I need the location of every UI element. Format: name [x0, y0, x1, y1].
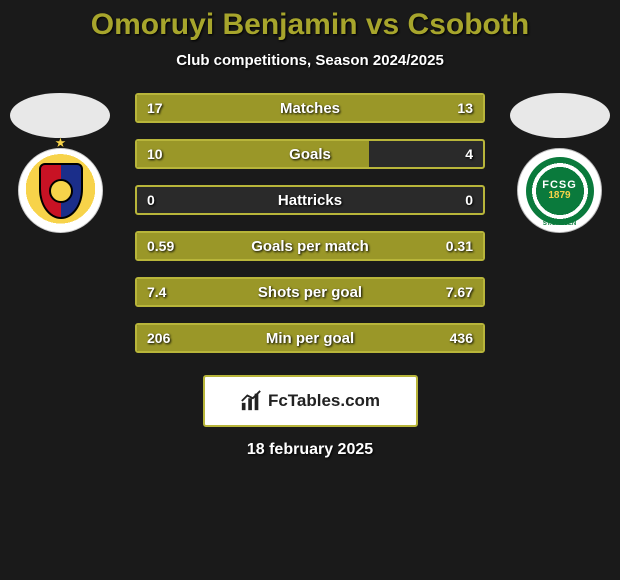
stat-row: 206436Min per goal — [135, 323, 485, 353]
stat-label: Hattricks — [137, 187, 483, 213]
player-photo-left — [10, 93, 110, 138]
star-icon: ★ — [55, 135, 67, 151]
stat-label: Goals per match — [137, 233, 483, 259]
page-title: Omoruyi Benjamin vs Csoboth — [0, 8, 620, 42]
stats-block: ★ FCSG 1879 1713Matches 104Goals 00Hattric… — [0, 93, 620, 353]
date-text: 18 february 2025 — [0, 441, 620, 459]
brand-text: FcTables.com — [268, 391, 380, 411]
stat-label: Min per goal — [137, 325, 483, 351]
team-badge-right: FCSG 1879 — [517, 148, 602, 233]
subtitle: Club competitions, Season 2024/2025 — [0, 52, 620, 69]
stat-label: Goals — [137, 141, 483, 167]
stat-bars: 1713Matches 104Goals 00Hattricks 0.590.31Go… — [135, 93, 485, 353]
shield-icon — [39, 163, 83, 219]
brand-card[interactable]: FcTables.com — [203, 375, 418, 427]
stat-row: 00Hattricks — [135, 185, 485, 215]
stat-row: 7.47.67Shots per goal — [135, 277, 485, 307]
stat-row: 0.590.31Goals per match — [135, 231, 485, 261]
stat-row: 104Goals — [135, 139, 485, 169]
stat-row: 1713Matches — [135, 93, 485, 123]
team-badge-left: ★ — [18, 148, 103, 233]
badge-text-2: 1879 — [548, 191, 570, 201]
comparison-card: Omoruyi Benjamin vs Csoboth Club competi… — [0, 0, 620, 459]
chart-icon — [240, 390, 262, 412]
stat-label: Shots per goal — [137, 279, 483, 305]
stat-label: Matches — [137, 95, 483, 121]
player-photo-right — [510, 93, 610, 138]
